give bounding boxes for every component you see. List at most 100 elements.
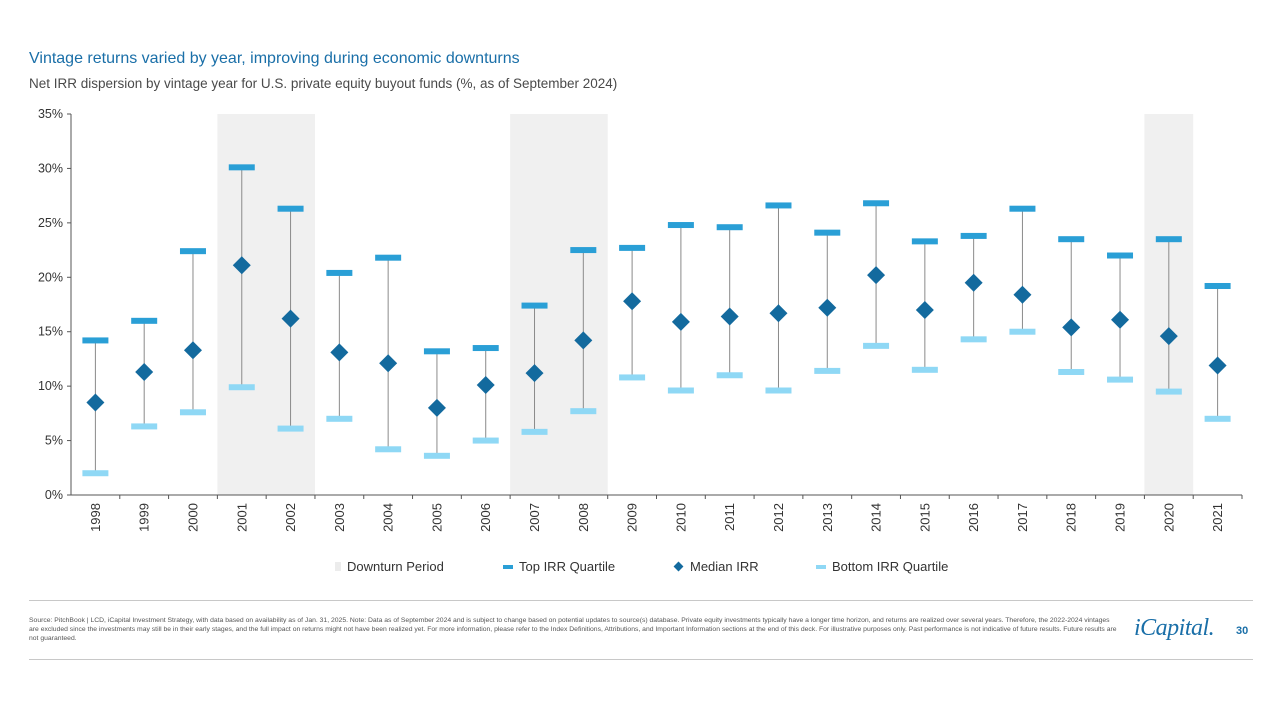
top-quartile-mark	[1204, 282, 1231, 289]
x-tick-label: 1999	[137, 503, 152, 532]
legend-median: Median IRR	[673, 559, 759, 574]
median-mark	[623, 292, 642, 311]
x-tick-label: 2015	[917, 503, 932, 532]
bottom-quartile-mark	[716, 372, 743, 379]
x-tick-label: 2018	[1064, 503, 1079, 532]
x-tick-label: 2013	[820, 503, 835, 532]
chart-subtitle: Net IRR dispersion by vintage year for U…	[29, 76, 618, 91]
top-quartile-mark	[570, 247, 597, 254]
median-mark	[720, 307, 739, 326]
x-tick-label: 2016	[966, 503, 981, 532]
x-tick-label: 2002	[283, 503, 298, 532]
top-quartile-mark	[521, 302, 548, 309]
median-mark	[1111, 310, 1130, 329]
y-tick-label: 20%	[38, 270, 63, 284]
legend-median-swatch	[673, 561, 684, 572]
top-quartile-mark	[1058, 236, 1085, 243]
bottom-quartile-mark	[863, 342, 890, 349]
bottom-quartile-mark	[1009, 328, 1036, 335]
top-quartile-mark	[863, 200, 890, 207]
bottom-quartile-mark	[277, 425, 304, 432]
legend-bottom-label: Bottom IRR Quartile	[832, 559, 949, 574]
median-mark	[671, 312, 690, 331]
top-quartile-mark	[960, 232, 987, 239]
median-mark	[183, 341, 202, 360]
median-mark	[86, 393, 105, 412]
median-mark	[525, 364, 544, 383]
legend-top-label: Top IRR Quartile	[519, 559, 616, 574]
y-tick-label: 5%	[45, 434, 63, 448]
x-tick-label: 2012	[771, 503, 786, 532]
legend-top-swatch	[503, 564, 513, 569]
bottom-quartile-mark	[1155, 388, 1182, 395]
x-tick-label: 2010	[673, 503, 688, 532]
top-quartile-mark	[326, 269, 353, 276]
top-quartile-mark	[131, 317, 158, 324]
bottom-quartile-mark	[423, 452, 450, 459]
median-mark	[1062, 318, 1081, 337]
x-tick-label: 2008	[576, 503, 591, 532]
median-mark	[1159, 327, 1178, 346]
x-tick-label: 2000	[185, 503, 200, 532]
axes: 0% 5% 10% 15% 20% 25% 30% 35% 1998 1999 2000 2001 20…	[38, 107, 1243, 532]
bottom-quartile-mark	[765, 387, 792, 394]
bottom-quartile-mark	[179, 409, 206, 416]
bottom-quartile-mark	[82, 470, 109, 477]
median-mark	[232, 256, 251, 275]
legend-downturn-label: Downturn Period	[347, 559, 444, 574]
legend-bottom-swatch	[816, 564, 826, 569]
y-tick-label: 35%	[38, 107, 63, 121]
median-mark	[574, 331, 593, 350]
bottom-quartile-mark	[326, 415, 353, 422]
median-mark	[427, 398, 446, 417]
top-quartile-mark	[765, 202, 792, 209]
median-mark	[867, 266, 886, 285]
x-tick-label: 2005	[429, 503, 444, 532]
y-tick-label: 10%	[38, 379, 63, 393]
legend-median-label: Median IRR	[690, 559, 759, 574]
chart-title: Vintage returns varied by year, improvin…	[29, 50, 520, 67]
median-mark	[769, 304, 788, 323]
bottom-quartile-mark	[814, 367, 841, 374]
bottom-quartile-mark	[1107, 376, 1134, 383]
source-note: Source: PitchBook | LCD, iCapital Invest…	[29, 617, 1117, 642]
bottom-quartile-mark	[375, 446, 402, 453]
top-quartile-mark	[82, 337, 109, 344]
bottom-quartile-mark	[228, 384, 255, 391]
bottom-quartile-mark	[960, 336, 987, 343]
x-tick-label: 2014	[869, 503, 884, 532]
bottom-quartile-mark	[570, 408, 597, 415]
top-quartile-mark	[1107, 252, 1134, 259]
downturn-band	[217, 114, 315, 495]
top-quartile-mark	[228, 164, 255, 171]
top-quartile-mark	[1155, 236, 1182, 243]
footer-divider-top	[29, 600, 1253, 601]
legend-bottom-quartile: Bottom IRR Quartile	[816, 559, 948, 574]
legend-downturn: Downturn Period	[335, 559, 444, 574]
x-tick-label: 2019	[1113, 503, 1128, 532]
bottom-quartile-mark	[521, 428, 548, 435]
median-mark	[379, 354, 398, 373]
footer-divider-bottom	[29, 659, 1253, 660]
y-tick-label: 30%	[38, 161, 63, 175]
x-tick-label: 2009	[625, 503, 640, 532]
median-mark	[915, 300, 934, 319]
top-quartile-mark	[423, 348, 450, 355]
legend-top-quartile: Top IRR Quartile	[503, 559, 615, 574]
chart-marks	[82, 164, 1231, 477]
bottom-quartile-mark	[1058, 368, 1085, 375]
top-quartile-mark	[814, 229, 841, 236]
x-tick-label: 2007	[527, 503, 542, 532]
bottom-quartile-mark	[1204, 415, 1231, 422]
x-tick-label: 2006	[478, 503, 493, 532]
top-quartile-mark	[1009, 205, 1036, 212]
downturn-bands	[217, 114, 1194, 495]
y-tick-label: 0%	[45, 488, 63, 502]
bottom-quartile-mark	[619, 374, 646, 381]
x-tick-label: 2021	[1210, 503, 1225, 532]
bottom-quartile-mark	[472, 437, 499, 444]
median-mark	[135, 362, 154, 381]
x-tick-label: 2003	[332, 503, 347, 532]
x-tick-label: 2004	[381, 503, 396, 532]
